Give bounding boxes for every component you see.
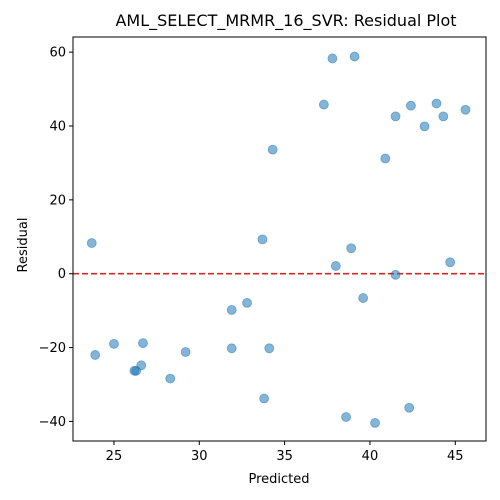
- data-point: [264, 343, 275, 354]
- plot-frame: [72, 36, 487, 442]
- data-point: [341, 412, 351, 422]
- chart-title: AML_SELECT_MRMR_16_SVR: Residual Plot: [115, 11, 456, 31]
- data-point: [404, 402, 415, 413]
- data-point: [226, 343, 237, 354]
- data-point: [138, 338, 148, 349]
- data-point: [460, 104, 471, 115]
- data-point: [180, 347, 191, 357]
- data-point: [438, 111, 449, 122]
- y-axis-title: Residual: [16, 218, 31, 273]
- x-tick-label: 25: [106, 449, 123, 464]
- x-axis-ticks: 25 30 35 40 45: [106, 441, 464, 464]
- data-point: [346, 243, 357, 254]
- y-tick-label: −20: [39, 341, 66, 356]
- data-point: [419, 121, 430, 132]
- x-tick-label: 40: [362, 449, 379, 464]
- data-point: [90, 350, 101, 360]
- x-tick-label: 45: [447, 449, 464, 464]
- data-point: [86, 238, 97, 248]
- x-axis-title: Predicted: [248, 472, 309, 487]
- data-point: [242, 297, 252, 308]
- data-point: [390, 269, 401, 280]
- data-point: [327, 53, 338, 64]
- data-point: [226, 305, 237, 315]
- data-point: [330, 261, 341, 271]
- data-point: [431, 98, 442, 109]
- data-point: [259, 393, 270, 404]
- data-point: [445, 257, 456, 268]
- data-point: [165, 373, 176, 384]
- data-point: [406, 100, 416, 111]
- data-point: [257, 234, 268, 245]
- x-tick-label: 35: [276, 449, 293, 464]
- data-point: [318, 99, 329, 110]
- y-tick-label: 20: [49, 193, 66, 208]
- y-tick-label: −40: [39, 415, 66, 430]
- data-point: [370, 418, 380, 428]
- data-point: [380, 153, 391, 164]
- data-point: [390, 111, 401, 122]
- data-points: [86, 51, 471, 428]
- plot-background: [73, 37, 486, 441]
- y-axis-ticks: −40 −20 0 20 40 60: [39, 46, 73, 430]
- data-point: [109, 338, 119, 349]
- plot-area: −40 −20 0 20 40 60 25 30 35 40 45: [39, 36, 487, 464]
- data-point: [349, 51, 360, 62]
- data-point: [358, 293, 369, 303]
- data-point: [267, 144, 278, 155]
- x-tick-label: 30: [191, 449, 208, 464]
- data-point: [136, 360, 147, 371]
- y-tick-label: 0: [58, 267, 66, 282]
- y-tick-label: 60: [49, 46, 66, 61]
- y-tick-label: 40: [49, 119, 66, 134]
